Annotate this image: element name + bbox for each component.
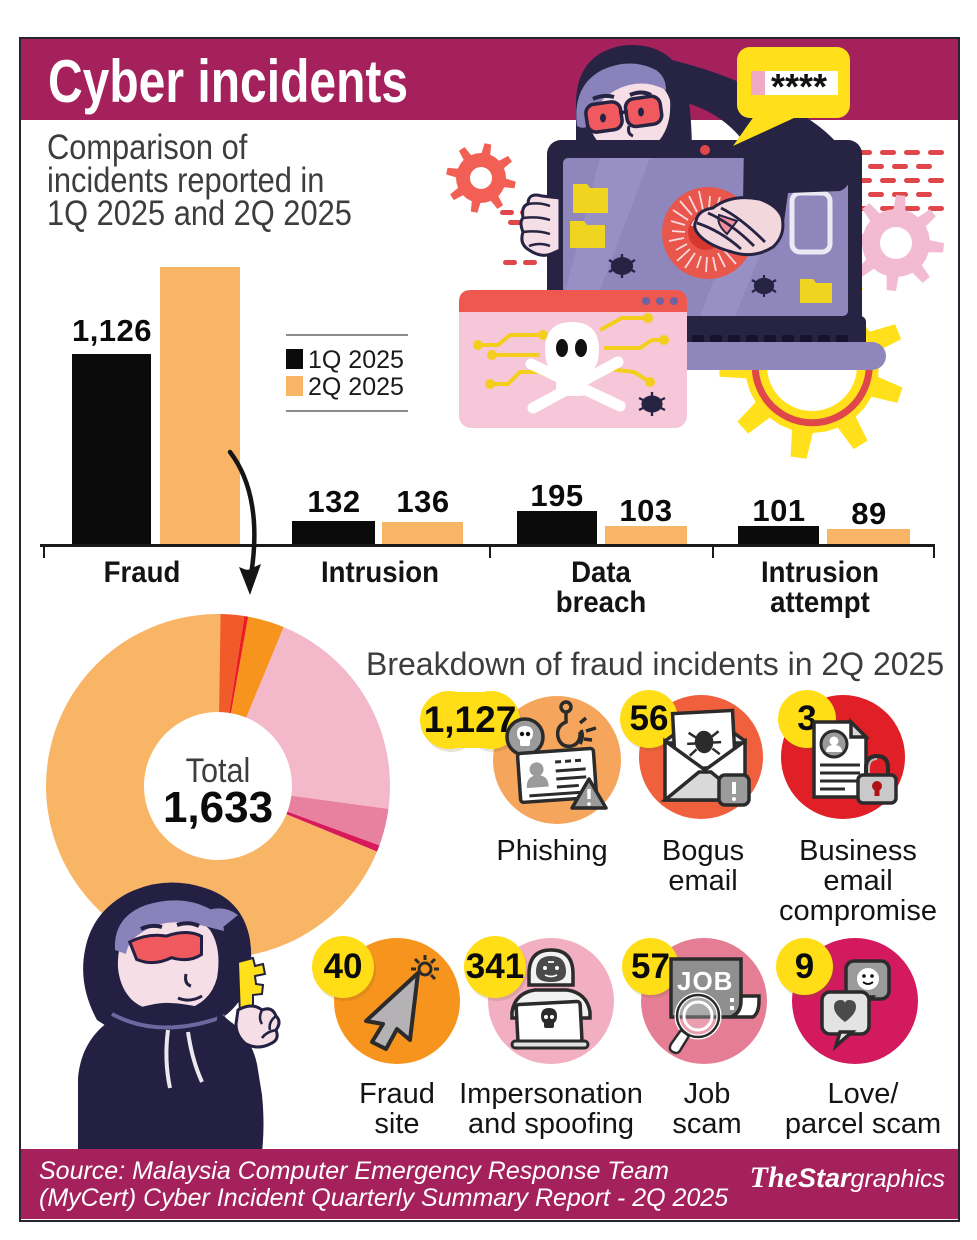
svg-text:JOB: JOB [677,966,733,996]
svg-text:****: **** [771,66,827,107]
